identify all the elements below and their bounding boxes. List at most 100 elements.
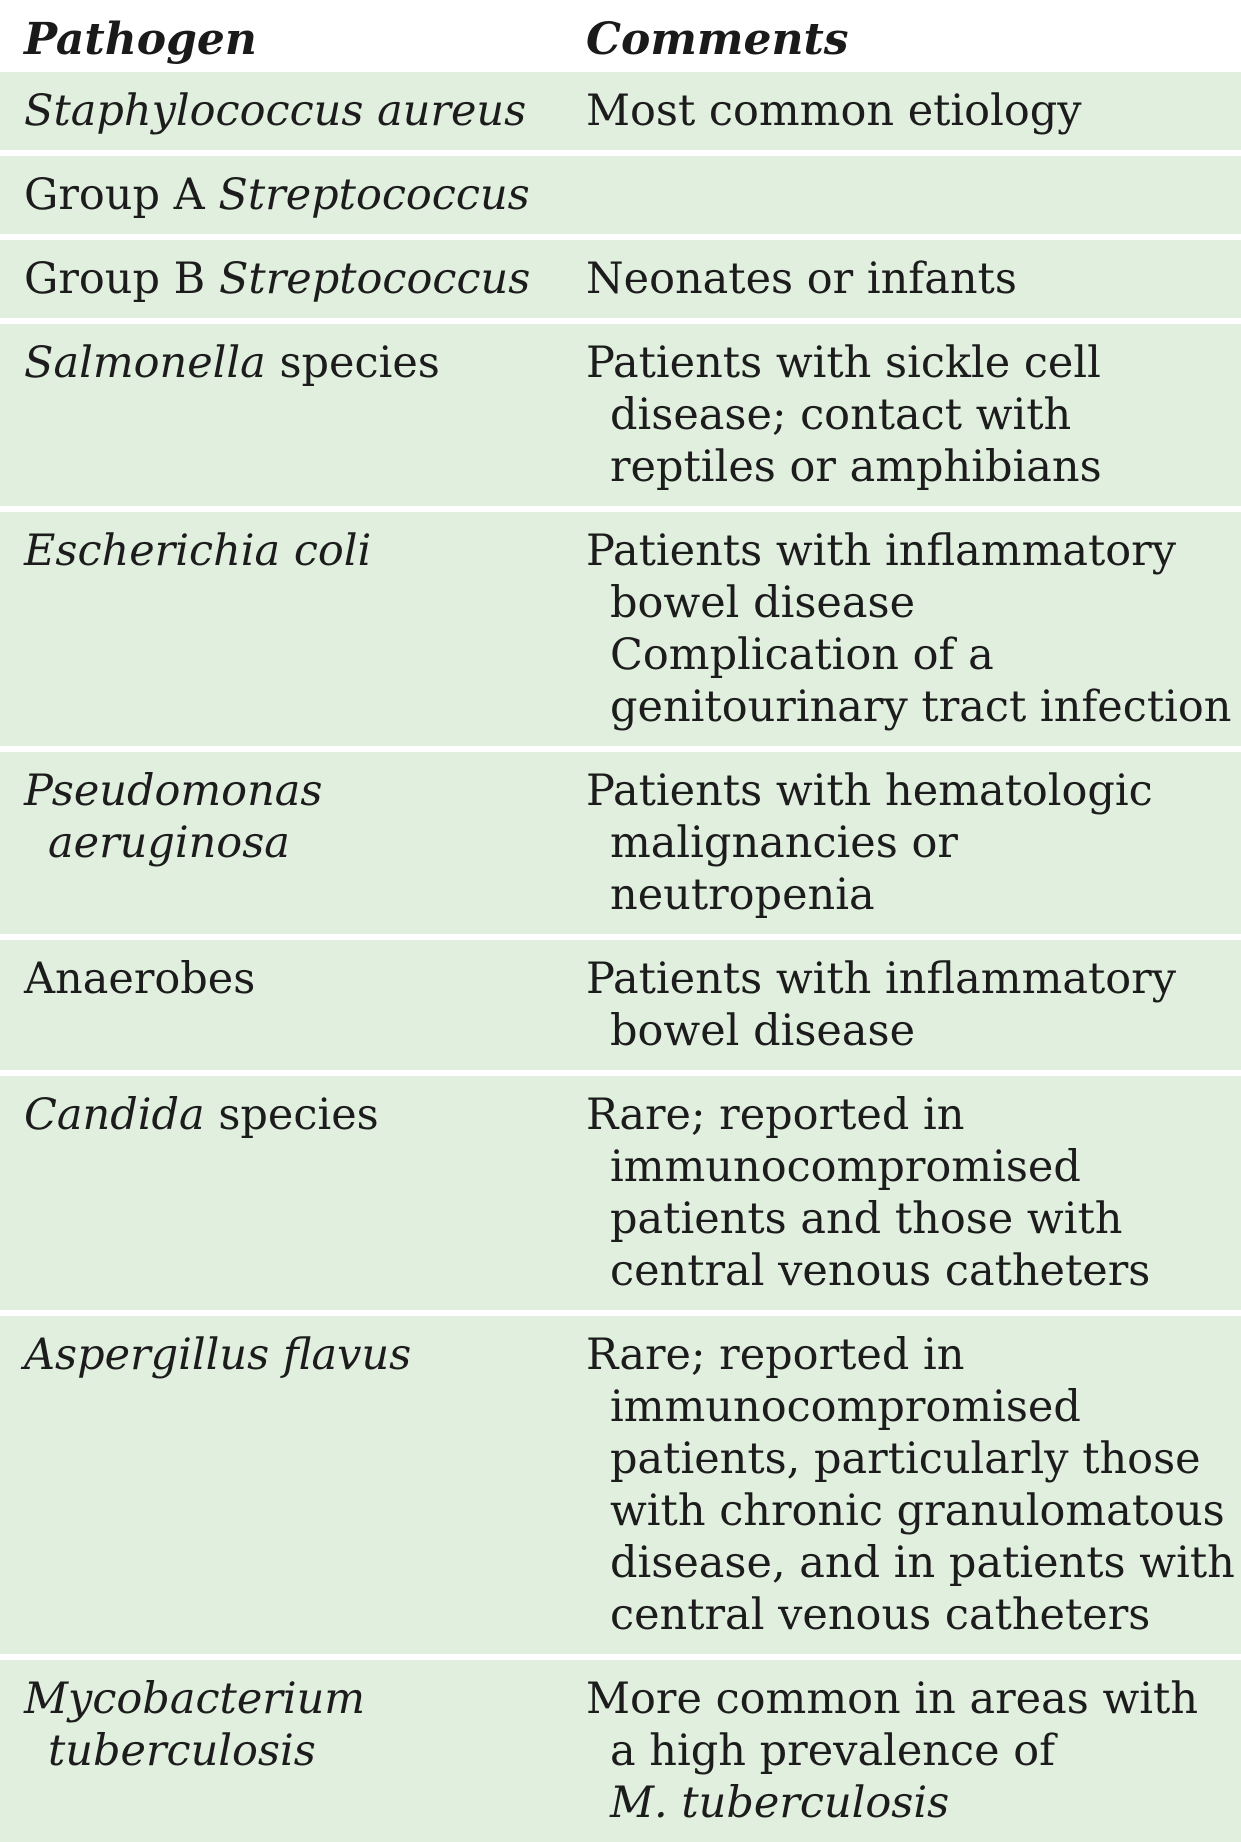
text-segment: Candida <box>24 1090 205 1140</box>
pathogen-cell-line: Aspergillus flavus <box>24 1329 411 1381</box>
text-segment: Most common etiology <box>586 86 1082 136</box>
comments-cell: Patients with inflammatory bowel disease <box>586 953 1176 1057</box>
table-header: Pathogen Comments <box>0 0 1241 72</box>
comments-cell-line: genitourinary tract infection <box>586 681 1231 733</box>
text-segment: central venous catheters <box>610 1246 1151 1296</box>
text-segment: Mycobacterium <box>24 1674 366 1724</box>
comments-cell-line: More common in areas with <box>586 1673 1198 1725</box>
pathogen-cell: Candida species <box>24 1089 379 1141</box>
header-comments: Comments <box>586 14 849 65</box>
table-row: Staphylococcus aureus Most common etiolog… <box>0 72 1241 150</box>
text-segment: M. tuberculosis <box>610 1778 950 1828</box>
comments-cell: Neonates or infants <box>586 253 1017 305</box>
comments-cell-line: immunocompromised <box>586 1381 1235 1433</box>
comments-cell-line: Patients with sickle cell <box>586 337 1102 389</box>
text-segment: aeruginosa <box>48 818 290 868</box>
pathogen-cell: Group A Streptococcus <box>24 169 530 221</box>
text-segment: Streptococcus <box>218 254 531 304</box>
text-segment: tuberculosis <box>48 1726 316 1776</box>
text-segment: neutropenia <box>610 870 875 920</box>
text-segment: Patients with sickle cell <box>586 338 1101 388</box>
text-segment: species <box>204 1090 379 1140</box>
table-row: Pseudomonas aeruginosa Patients with hemat… <box>0 752 1241 934</box>
text-segment: Rare; reported in <box>586 1330 965 1380</box>
comments-cell: Patients with hematologic malignancies or… <box>586 765 1153 921</box>
comments-cell-line: disease; contact with <box>586 389 1102 441</box>
text-segment: Complication of a <box>610 630 994 680</box>
comments-cell-line: Patients with inflammatory <box>586 525 1231 577</box>
table-row: Group A Streptococcus <box>0 156 1241 234</box>
text-segment: Patients with inflammatory <box>586 526 1176 576</box>
text-segment: Neonates or infants <box>586 254 1017 304</box>
text-segment: Staphylococcus aureus <box>24 86 527 136</box>
text-segment: Salmonella <box>24 338 266 388</box>
comments-cell-line: Patients with inflammatory <box>586 953 1176 1005</box>
pathogen-cell-line: Pseudomonas <box>24 765 322 817</box>
comments-cell-line: patients, particularly those <box>586 1433 1235 1485</box>
text-segment: disease; contact with <box>610 390 1072 440</box>
text-segment: Pseudomonas <box>24 766 323 816</box>
table-row: Anaerobes Patients with inflammatory bowel… <box>0 940 1241 1070</box>
pathogen-cell: Group B Streptococcus <box>24 253 530 305</box>
comments-cell-line: immunocompromised <box>586 1141 1150 1193</box>
comments-cell-line: central venous catheters <box>586 1589 1235 1641</box>
text-segment: immunocompromised <box>610 1142 1081 1192</box>
comments-cell-line: Neonates or infants <box>586 253 1017 305</box>
text-segment: with chronic granulomatous <box>610 1486 1225 1536</box>
pathogen-cell: Aspergillus flavus <box>24 1329 411 1381</box>
text-segment: Streptococcus <box>218 170 530 220</box>
table-row: Group B Streptococcus Neonates or infants <box>0 240 1241 318</box>
text-segment: immunocompromised <box>610 1382 1081 1432</box>
pathogen-cell: Salmonella species <box>24 337 440 389</box>
comments-cell-line: bowel disease <box>586 577 1231 629</box>
text-segment: malignancies or <box>610 818 958 868</box>
text-segment: Patients with inflammatory <box>586 954 1176 1004</box>
text-segment: Patients with hematologic <box>586 766 1153 816</box>
text-segment: central venous catheters <box>610 1590 1151 1640</box>
table-row: Salmonella species Patients with sickle c… <box>0 324 1241 506</box>
comments-cell: Most common etiology <box>586 85 1082 137</box>
text-segment: Rare; reported in <box>586 1090 965 1140</box>
header-pathogen: Pathogen <box>24 14 257 65</box>
text-segment: reptiles or amphibians <box>610 442 1102 492</box>
text-segment: patients, particularly those <box>610 1434 1201 1484</box>
pathogen-cell-line: Group A Streptococcus <box>24 169 530 221</box>
text-segment: Aspergillus flavus <box>24 1330 412 1380</box>
pathogen-cell-line: Anaerobes <box>24 953 255 1005</box>
pathogen-cell-line: Group B Streptococcus <box>24 253 530 305</box>
text-segment: a high prevalence of <box>610 1726 1055 1776</box>
table-row: Candida species Rare; reported in immunoco… <box>0 1076 1241 1310</box>
comments-cell-line: a high prevalence of <box>586 1725 1198 1777</box>
comments-cell-line: central venous catheters <box>586 1245 1150 1297</box>
comments-cell-line: Complication of a <box>586 629 1231 681</box>
comments-cell: More common in areas with a high prevalen… <box>586 1673 1198 1829</box>
comments-cell-line: Most common etiology <box>586 85 1082 137</box>
pathogen-cell: Escherichia coli <box>24 525 371 577</box>
comments-cell-line: Rare; reported in <box>586 1329 1235 1381</box>
text-segment: Group B <box>24 254 219 304</box>
text-segment: bowel disease <box>610 578 916 628</box>
comments-cell-line: M. tuberculosis <box>586 1777 1198 1829</box>
text-segment: species <box>265 338 440 388</box>
comments-cell-line: Patients with hematologic <box>586 765 1153 817</box>
pathogen-cell-line: Salmonella species <box>24 337 440 389</box>
comments-cell-line: Rare; reported in <box>586 1089 1150 1141</box>
pathogen-cell: Staphylococcus aureus <box>24 85 526 137</box>
comments-cell-line: patients and those with <box>586 1193 1150 1245</box>
table-row: Aspergillus flavus Rare; reported in immun… <box>0 1316 1241 1654</box>
pathogen-cell-line: Mycobacterium <box>24 1673 365 1725</box>
pathogen-cell: Mycobacterium tuberculosis <box>24 1673 365 1777</box>
text-segment: Anaerobes <box>24 954 256 1004</box>
comments-cell-line: malignancies or <box>586 817 1153 869</box>
comments-cell-line: disease, and in patients with <box>586 1537 1235 1589</box>
pathogen-cell-line: Staphylococcus aureus <box>24 85 526 137</box>
comments-cell-line: with chronic granulomatous <box>586 1485 1235 1537</box>
text-segment: More common in areas with <box>586 1674 1199 1724</box>
table-row: Mycobacterium tuberculosis More common in … <box>0 1660 1241 1842</box>
pathogen-cell-line: Candida species <box>24 1089 379 1141</box>
comments-cell-line: bowel disease <box>586 1005 1176 1057</box>
table-row: Escherichia coli Patients with inflammato… <box>0 512 1241 746</box>
text-segment: bowel disease <box>610 1006 916 1056</box>
comments-cell-line: neutropenia <box>586 869 1153 921</box>
